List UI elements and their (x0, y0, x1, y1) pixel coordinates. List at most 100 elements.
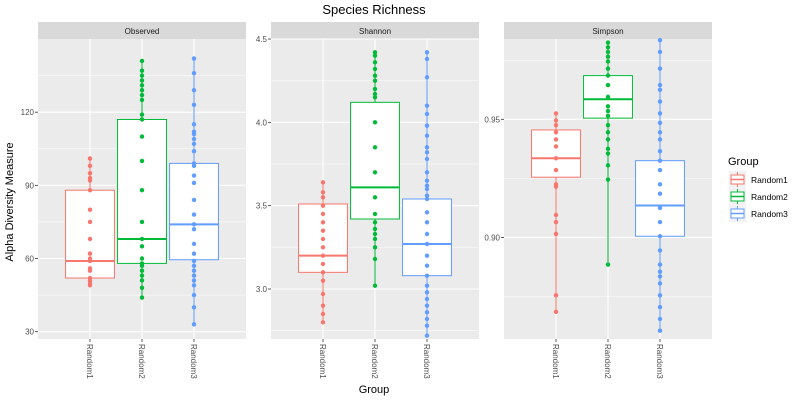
data-point (424, 111, 430, 117)
data-point (553, 123, 559, 128)
data-point (605, 66, 611, 71)
data-point (320, 253, 326, 258)
data-point (657, 167, 663, 173)
data-point (320, 190, 326, 195)
data-point (320, 180, 326, 185)
data-point (424, 241, 430, 247)
data-point (605, 104, 611, 109)
data-point (605, 94, 611, 100)
data-point (657, 120, 663, 126)
panel-observed: Observed 30 60 90 120 Random1 Random2 Random3 (21, 22, 246, 379)
data-point (424, 150, 430, 155)
data-point (320, 236, 326, 242)
data-point (424, 196, 430, 202)
data-point (372, 226, 378, 232)
data-point (605, 177, 611, 182)
data-point (139, 158, 145, 164)
data-point (320, 228, 326, 233)
x-tick-label: Random3 (422, 344, 431, 379)
data-point (87, 163, 93, 169)
data-point (191, 263, 197, 269)
data-point (553, 130, 559, 135)
data-point (424, 50, 430, 55)
data-point (424, 231, 430, 237)
data-point (553, 212, 559, 218)
data-point (553, 309, 559, 315)
data-point (657, 262, 663, 267)
y-tick-label: 0.90 (484, 233, 500, 242)
data-point (424, 123, 430, 128)
data-point (424, 145, 430, 150)
data-point (87, 236, 93, 242)
data-point (424, 310, 430, 315)
data-point (139, 219, 145, 225)
panel-simpson: Simpson 0.90 0.95 Random1 Random2 Random3 (484, 22, 712, 379)
data-point (87, 275, 93, 281)
data-point (139, 83, 145, 88)
data-point (191, 268, 197, 273)
data-point (657, 130, 663, 135)
data-point (87, 175, 93, 181)
data-point (320, 203, 326, 208)
box-iqr (65, 189, 115, 279)
data-point (553, 293, 559, 298)
data-point (191, 122, 197, 127)
boxplot-random1 (65, 158, 115, 286)
data-point (139, 58, 145, 64)
data-point (605, 54, 611, 59)
data-point (605, 108, 611, 114)
x-tick-label: Random1 (551, 344, 560, 379)
data-point (87, 207, 93, 212)
legend-item-random2: Random2 (729, 188, 788, 205)
y-tick-label: 120 (21, 108, 35, 117)
data-point (657, 137, 663, 142)
data-point (372, 236, 378, 242)
data-point (605, 45, 611, 50)
data-point (553, 167, 559, 173)
data-point (87, 251, 93, 256)
data-point (424, 133, 430, 138)
data-point (424, 323, 430, 328)
data-point (320, 211, 326, 217)
data-point (139, 97, 145, 103)
data-point (424, 210, 430, 215)
data-point (191, 129, 197, 134)
data-point (657, 248, 663, 253)
data-point (191, 278, 197, 283)
facet-strip (504, 22, 712, 39)
box-iqr (350, 101, 400, 220)
data-point (139, 112, 145, 117)
data-point (139, 68, 145, 73)
data-point (553, 182, 559, 187)
data-point (191, 102, 197, 108)
data-point (657, 304, 663, 310)
data-point (553, 118, 559, 123)
data-point (605, 49, 611, 55)
data-point (191, 141, 197, 147)
data-point (424, 178, 430, 183)
data-point (657, 205, 663, 211)
data-point (372, 231, 378, 237)
data-point (372, 66, 378, 72)
data-point (320, 220, 326, 225)
data-point (657, 219, 663, 225)
data-point (657, 99, 663, 104)
data-point (424, 75, 430, 80)
data-point (372, 256, 378, 262)
data-point (424, 333, 430, 338)
legend-title: Group (728, 156, 759, 168)
data-point (139, 78, 145, 83)
data-point (191, 241, 197, 247)
legend-item-random1: Random1 (729, 171, 788, 188)
data-point (424, 283, 430, 288)
data-point (139, 244, 145, 249)
data-point (139, 273, 145, 278)
data-point (372, 120, 378, 125)
data-point (605, 73, 611, 78)
facet-strip-label: Simpson (592, 27, 623, 36)
data-point (191, 136, 197, 142)
y-tick-label: 60 (25, 255, 34, 264)
y-tick-label: 4.5 (256, 35, 268, 44)
x-tick-label: Random1 (85, 344, 94, 379)
